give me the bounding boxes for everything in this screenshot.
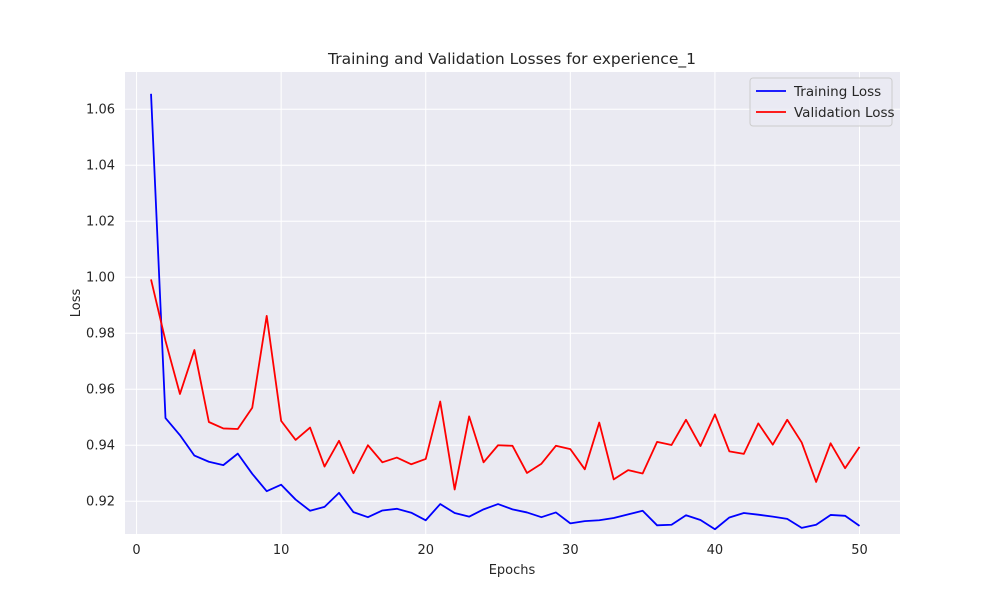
x-tick-label: 10 xyxy=(273,543,290,558)
y-tick-label: 0.98 xyxy=(86,327,115,342)
legend-label: Training Loss xyxy=(793,84,881,100)
legend-label: Validation Loss xyxy=(794,105,895,121)
y-tick-label: 0.94 xyxy=(86,439,115,454)
grid xyxy=(125,72,900,534)
legend: Training Loss Validation Loss xyxy=(749,77,895,127)
y-tick-label: 1.02 xyxy=(86,215,115,230)
legend-entries: Training Loss Validation Loss xyxy=(756,84,895,121)
series-line-training-loss xyxy=(150,93,861,531)
plot-area xyxy=(125,72,900,534)
x-tick-label: 40 xyxy=(707,543,724,558)
x-axis-label: Epochs xyxy=(489,563,536,578)
y-tick-label: 0.96 xyxy=(86,383,115,398)
y-tick-label: 1.04 xyxy=(86,159,115,174)
chart-title: Training and Validation Losses for exper… xyxy=(327,50,696,69)
series-lines xyxy=(150,93,861,531)
y-axis-label: Loss xyxy=(69,289,84,318)
x-tick-label: 20 xyxy=(417,543,434,558)
y-tick-label: 1.06 xyxy=(86,103,115,118)
x-tick-label: 50 xyxy=(851,543,868,558)
x-tick-label: 30 xyxy=(562,543,579,558)
y-tick-label: 1.00 xyxy=(86,271,115,286)
legend-box xyxy=(749,77,893,127)
tick-labels: 0 10 20 30 40 50 0.92 0.94 0.96 0.98 1.00 1.02 1.04 1… xyxy=(86,103,868,558)
x-tick-label: 0 xyxy=(132,543,140,558)
y-tick-label: 0.92 xyxy=(86,495,115,510)
series-line-validation-loss xyxy=(150,279,861,491)
